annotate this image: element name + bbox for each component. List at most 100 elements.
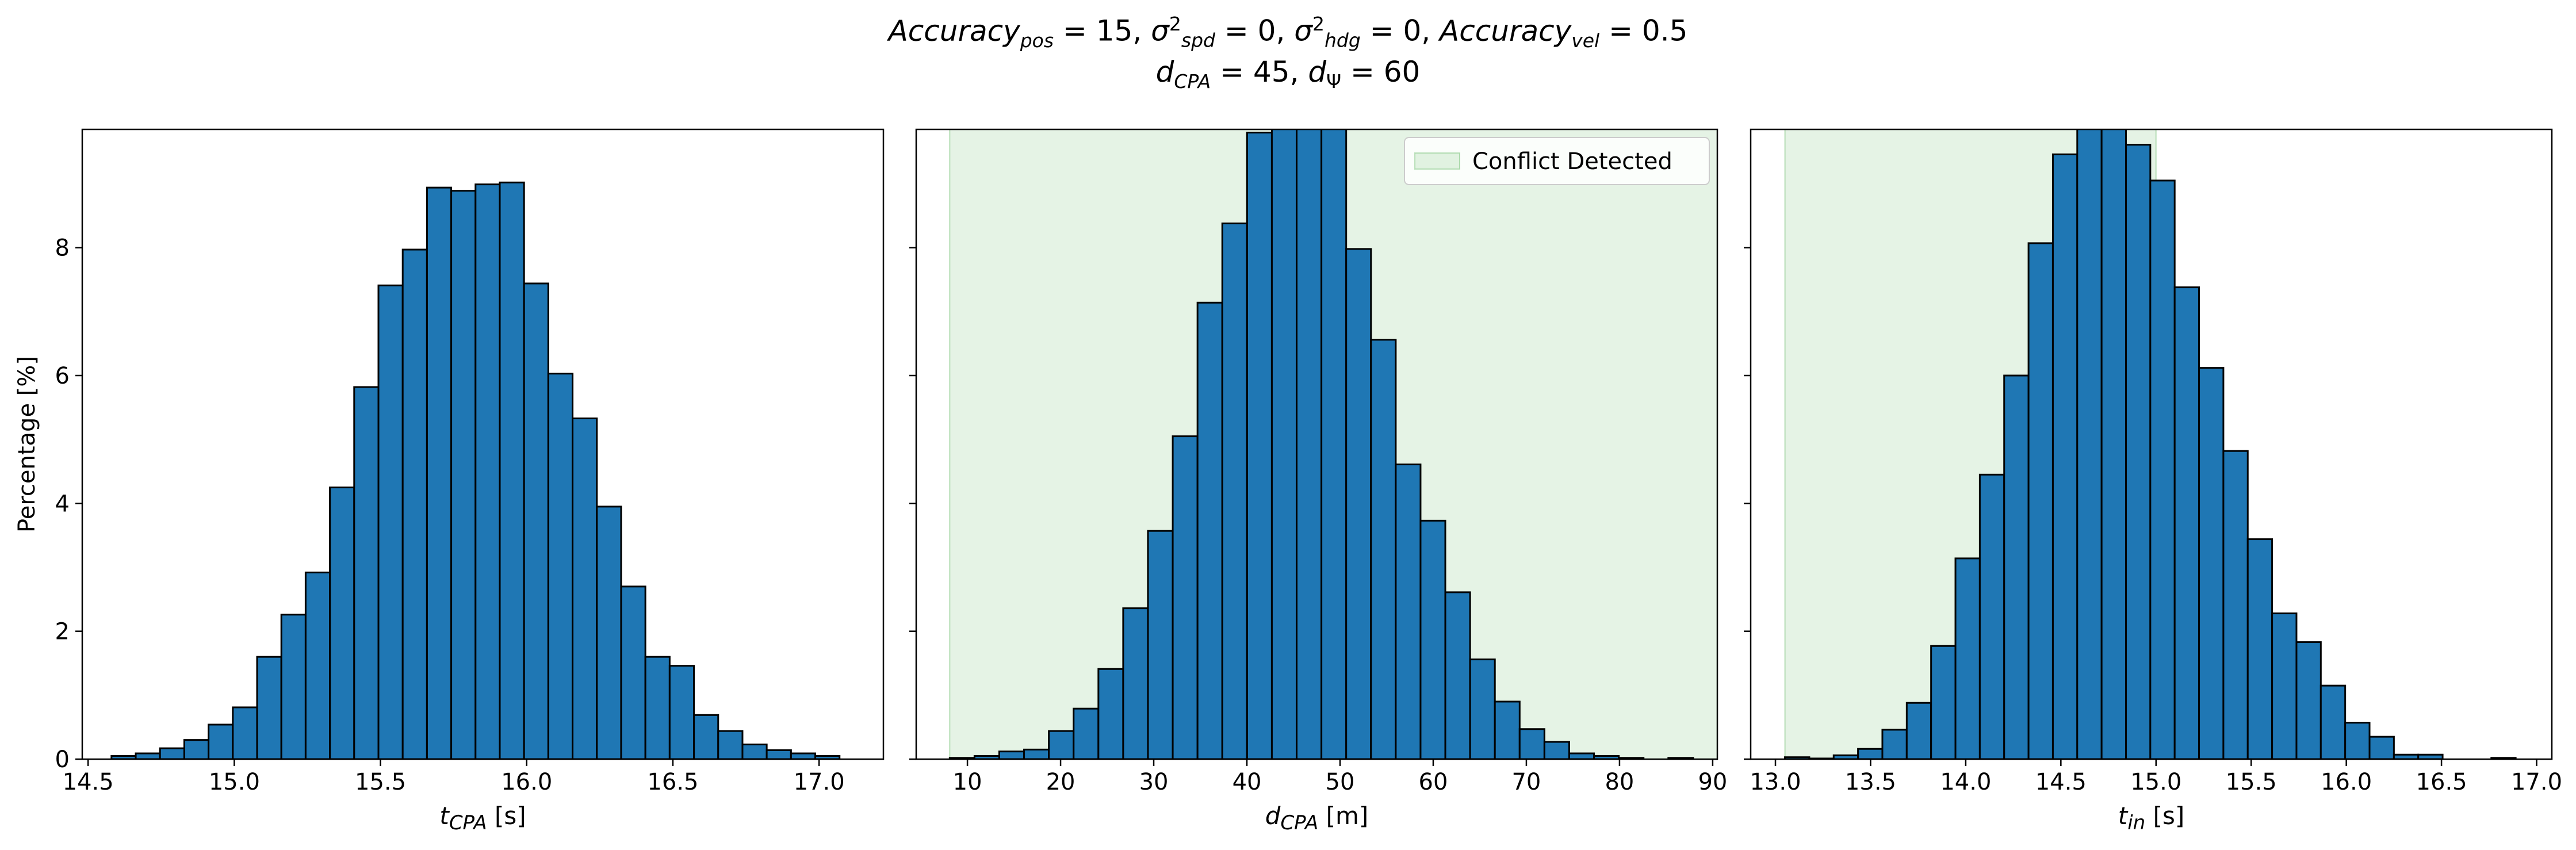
histogram-bar [208,723,234,759]
histogram-bar [1246,132,1273,759]
x-tick-label: 60 [1419,769,1448,795]
x-tick-label: 16.0 [501,769,552,795]
histogram-bar [1172,435,1199,759]
x-tick-label: 13.0 [1750,769,1801,795]
histogram-bar [1543,741,1570,759]
histogram-bar [2222,450,2249,759]
x-tick-label: 13.5 [1845,769,1896,795]
histogram-bar [620,585,646,759]
histogram-bar [1954,557,1981,759]
histogram-bar [717,730,744,759]
histogram-bar [474,183,501,759]
legend-label: Conflict Detected [1472,148,1672,175]
x-tick-label: 17.0 [794,769,845,795]
histogram-bar [450,190,477,759]
x-tick-label: 14.0 [1940,769,1991,795]
histogram-bar [1270,129,1298,759]
histogram-bar [2246,538,2273,759]
x-axis-label: tCPA [s] [439,802,526,834]
histogram-bar [2003,374,2030,759]
histogram-bar [304,571,331,759]
x-tick-label: 17.0 [2511,769,2562,795]
x-tick-label: 15.0 [209,769,260,795]
x-tick-label: 50 [1326,769,1355,795]
histogram-bar [741,743,768,759]
x-tick-label: 15.5 [2226,769,2277,795]
plot-area [110,181,841,759]
histogram-bar [280,614,307,759]
histogram-bar [256,656,282,759]
histogram-bar [2027,242,2054,759]
histogram-bar [1296,129,1323,759]
histogram-bar [1370,339,1397,759]
histogram-bar [2319,684,2347,759]
y-tick-label: 6 [55,363,70,389]
histogram-bar [572,417,598,759]
histogram-bar [1905,702,1932,759]
axes-frame [1750,128,2553,760]
histogram-bar [1345,248,1372,759]
figure-title-line-2: dCPA = 45, dΨ = 60 [1155,55,1421,93]
x-axis-label: tin [s] [2118,802,2184,834]
histogram-bar [426,186,453,759]
histogram-bar [1221,222,1248,759]
x-tick-label: 16.0 [2321,769,2372,795]
y-tick-label: 8 [55,235,70,262]
histogram-bar [814,755,841,759]
histogram-bar [1395,464,1422,759]
histogram-bar [1196,301,1223,759]
histogram-bar [596,506,622,759]
histogram-bar [1857,748,1884,759]
x-tick-label: 16.5 [2416,769,2467,795]
x-tick-label: 20 [1046,769,1075,795]
legend: Conflict Detected [1404,137,1710,185]
histogram-bar [499,181,525,759]
legend-swatch [1414,152,1460,170]
plot-area [1784,129,2517,759]
histogram-bar [1518,728,1545,759]
histogram-bar [135,752,161,759]
histogram-bar [1097,668,1124,759]
histogram-bar [765,749,792,759]
y-tick-label: 4 [55,491,70,517]
histogram-bar [353,386,380,759]
histogram-bar [1023,748,1050,759]
x-tick-label: 10 [953,769,982,795]
histogram-bar [2173,286,2200,759]
x-tick-label: 80 [1605,769,1634,795]
histogram-bar [2149,179,2176,759]
histogram-bar [1048,730,1075,759]
histogram-bar [377,284,404,759]
histogram-bar [1978,473,2005,759]
histogram-bar [668,665,695,759]
histogram-bar [183,739,210,759]
histogram-bar [1881,729,1908,759]
histogram-bar [547,373,574,759]
legend-frame [1404,137,1710,185]
x-tick-label: 14.5 [63,769,114,795]
histogram-bar [693,714,719,759]
histogram-bar [2198,367,2225,759]
histogram-bar [401,248,428,759]
axes-frame [915,128,1718,760]
histogram-bar [2295,641,2322,759]
histogram-bar [1419,519,1446,759]
histogram-bar [2076,129,2103,759]
plot-area [948,129,1717,759]
x-axis-label: dCPA [m] [1265,802,1369,834]
histogram-bar [1444,591,1471,759]
x-tick-label: 14.5 [2035,769,2087,795]
x-tick-label: 16.5 [647,769,698,795]
histogram-bar [790,752,817,759]
x-tick-label: 15.0 [2130,769,2181,795]
y-tick-label: 0 [55,746,70,773]
histogram-bar [523,282,549,759]
x-tick-label: 40 [1233,769,1262,795]
histogram-bar [1122,607,1149,759]
histogram-panel-2: 10 20 30 40 50 60 70 80 90 dCPA [m] Conflict Detec… [909,128,1727,834]
histogram-panel-3: 13.0 13.5 14.0 14.5 15.0 15.5 16.0 16.5 17.0 tin … [1744,128,2562,834]
histogram-bar [998,751,1025,759]
histogram-bar [159,747,185,759]
histogram-bar [1568,752,1595,759]
